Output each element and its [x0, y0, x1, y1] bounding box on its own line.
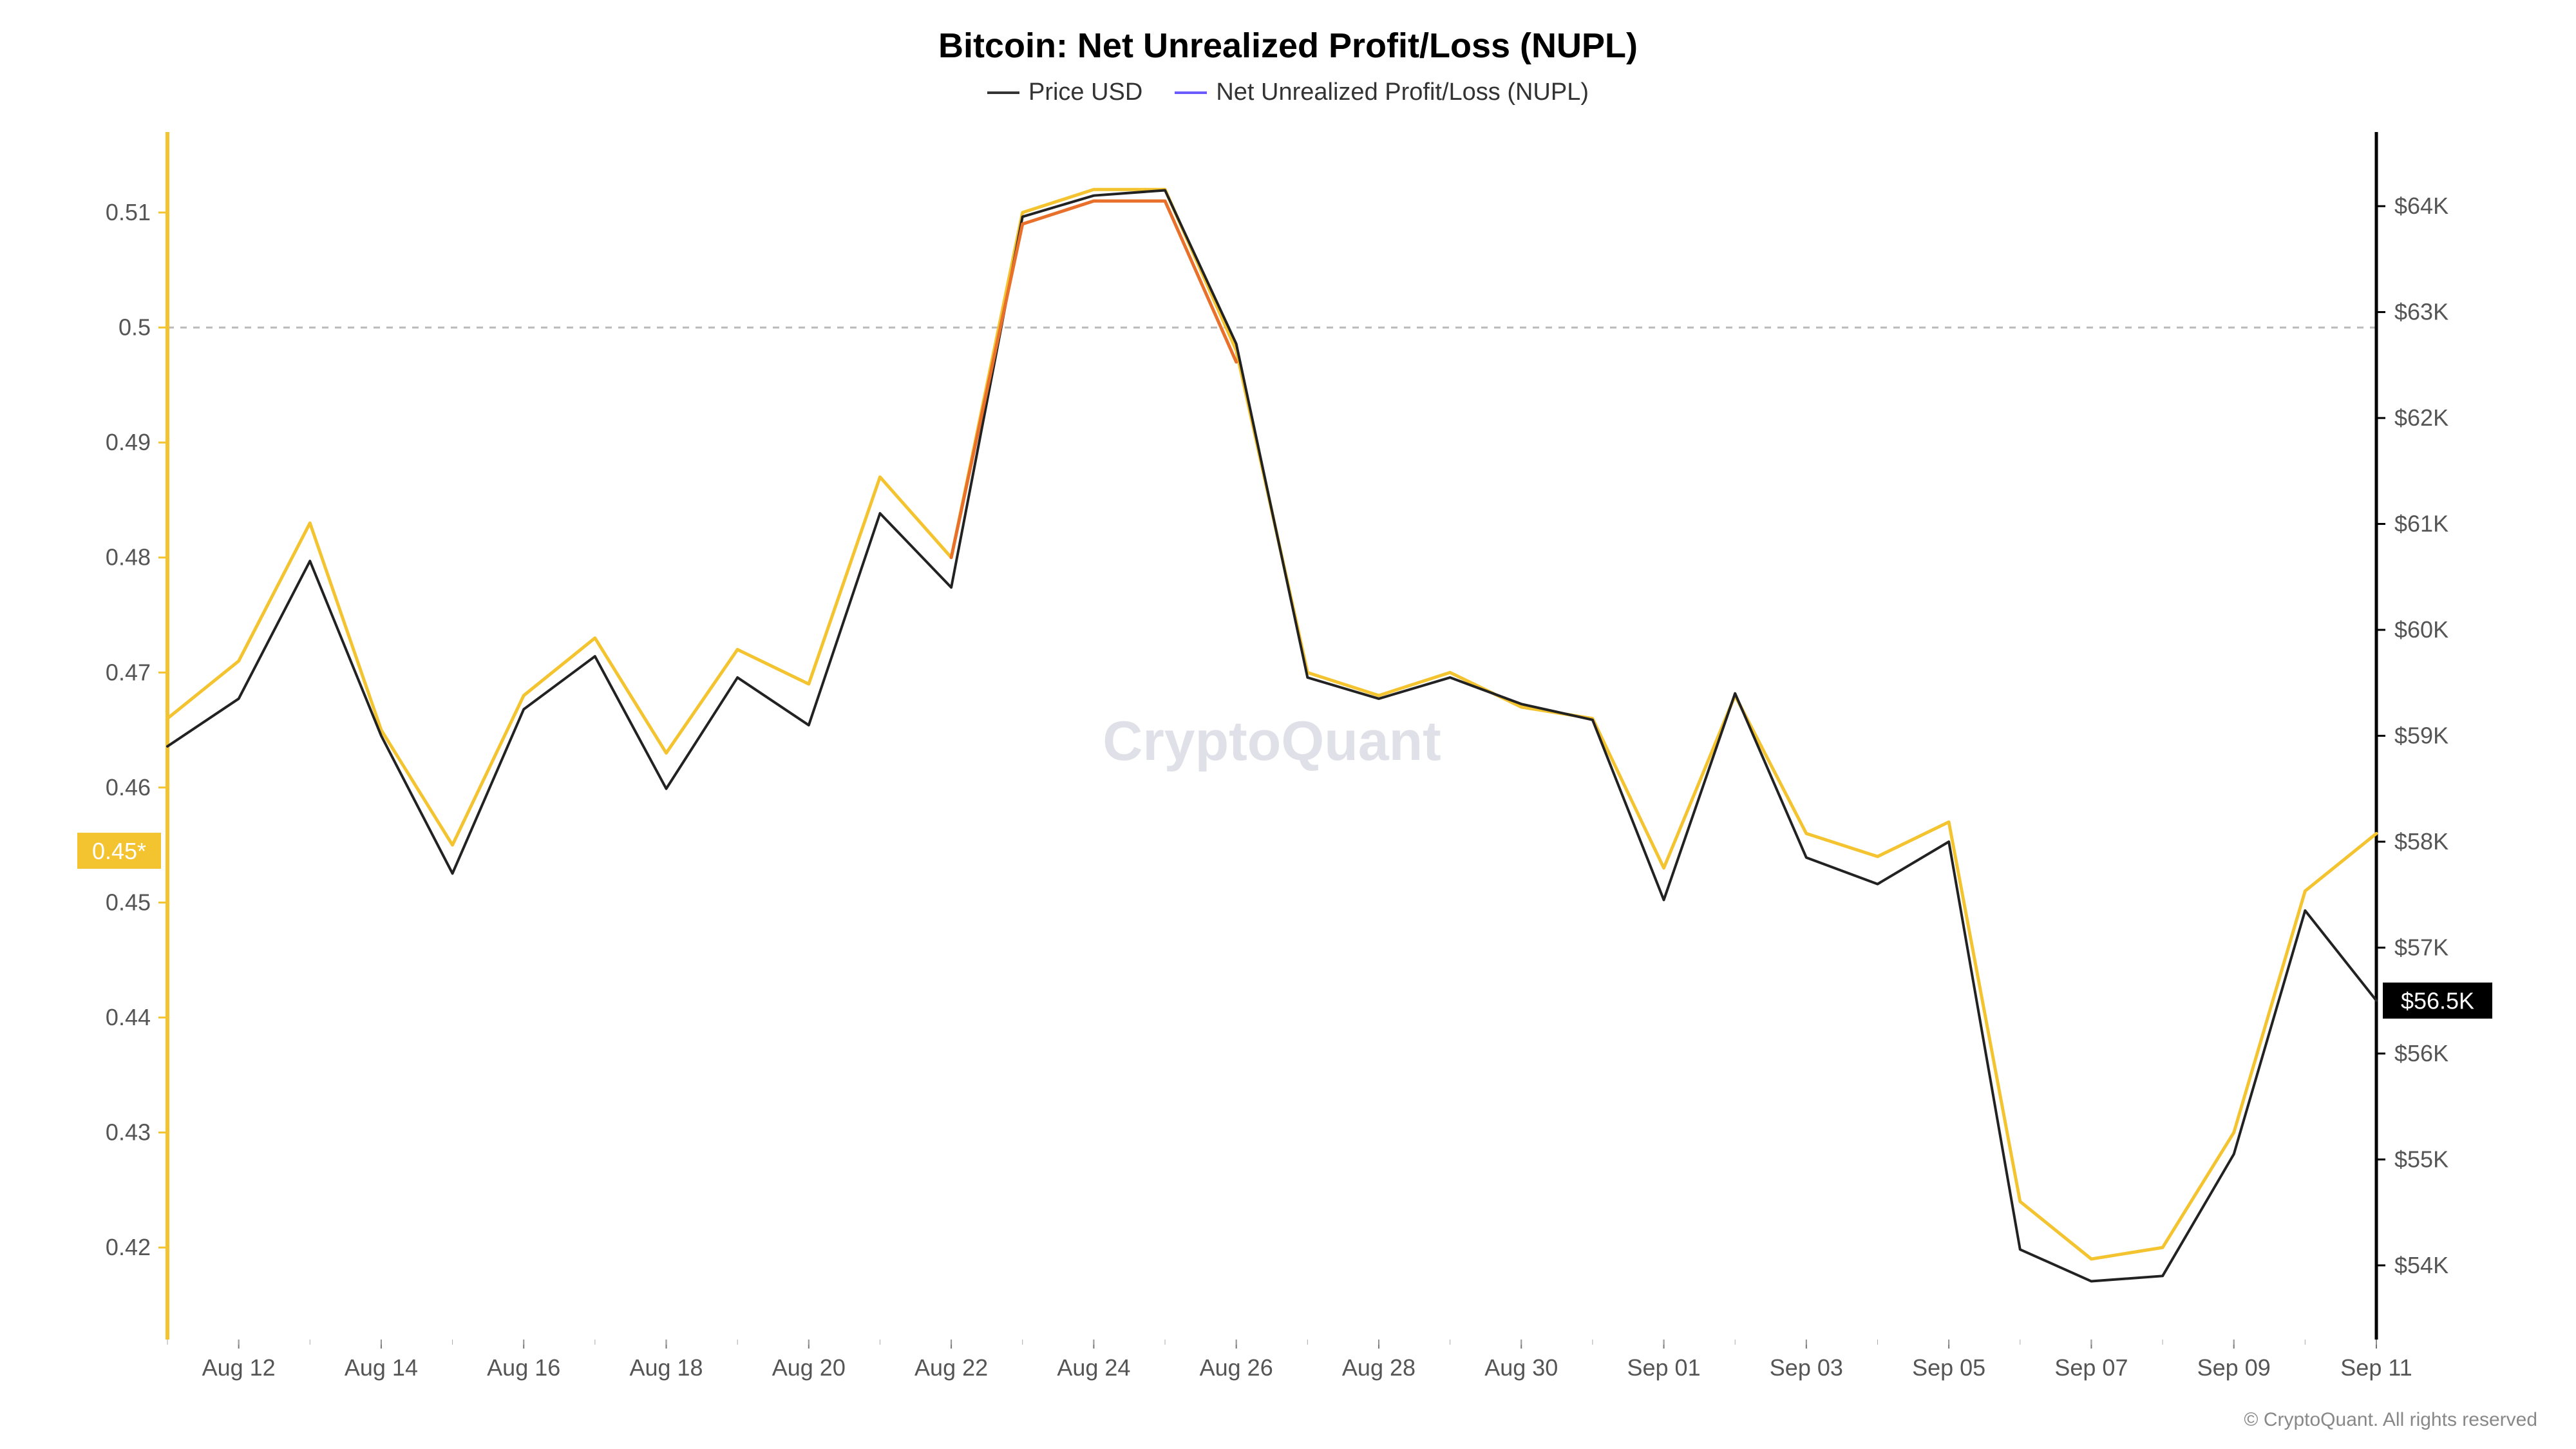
svg-text:Aug 30: Aug 30	[1484, 1354, 1558, 1381]
svg-text:Aug 28: Aug 28	[1342, 1354, 1416, 1381]
svg-text:0.43: 0.43	[106, 1119, 151, 1146]
svg-text:Aug 18: Aug 18	[629, 1354, 703, 1381]
svg-text:$62K: $62K	[2394, 404, 2448, 431]
svg-text:Aug 24: Aug 24	[1057, 1354, 1130, 1381]
svg-text:$60K: $60K	[2394, 616, 2448, 643]
legend-swatch-price	[987, 91, 1019, 94]
svg-text:$64K: $64K	[2394, 193, 2448, 219]
svg-text:0.45*: 0.45*	[92, 838, 146, 864]
svg-text:0.49: 0.49	[106, 429, 151, 455]
copyright-text: © CryptoQuant. All rights reserved	[2244, 1409, 2537, 1431]
svg-text:Sep 05: Sep 05	[1912, 1354, 1985, 1381]
svg-text:0.47: 0.47	[106, 659, 151, 685]
svg-text:Sep 03: Sep 03	[1770, 1354, 1843, 1381]
svg-text:$57K: $57K	[2394, 934, 2448, 960]
svg-text:0.51: 0.51	[106, 199, 151, 225]
svg-text:$56K: $56K	[2394, 1040, 2448, 1066]
svg-text:$58K: $58K	[2394, 828, 2448, 855]
svg-text:Aug 26: Aug 26	[1200, 1354, 1273, 1381]
svg-text:0.5: 0.5	[118, 314, 151, 341]
svg-text:0.45: 0.45	[106, 889, 151, 915]
svg-text:$55K: $55K	[2394, 1146, 2448, 1172]
svg-text:Aug 20: Aug 20	[772, 1354, 846, 1381]
legend-item-nupl: Net Unrealized Profit/Loss (NUPL)	[1175, 79, 1589, 106]
svg-text:0.44: 0.44	[106, 1004, 151, 1030]
svg-text:0.42: 0.42	[106, 1234, 151, 1260]
svg-text:$59K: $59K	[2394, 723, 2448, 749]
legend: Price USD Net Unrealized Profit/Loss (NU…	[39, 79, 2537, 106]
svg-text:Aug 14: Aug 14	[345, 1354, 418, 1381]
chart-container: Bitcoin: Net Unrealized Profit/Loss (NUP…	[0, 0, 2576, 1449]
svg-text:0.46: 0.46	[106, 774, 151, 800]
svg-text:Aug 16: Aug 16	[487, 1354, 560, 1381]
legend-item-price: Price USD	[987, 79, 1142, 106]
legend-swatch-nupl	[1175, 91, 1207, 94]
legend-label-nupl: Net Unrealized Profit/Loss (NUPL)	[1216, 79, 1589, 106]
svg-text:Sep 07: Sep 07	[2054, 1354, 2128, 1381]
svg-text:0.48: 0.48	[106, 544, 151, 571]
svg-text:Sep 11: Sep 11	[2340, 1354, 2412, 1381]
svg-text:Sep 01: Sep 01	[1627, 1354, 1700, 1381]
svg-text:$54K: $54K	[2394, 1252, 2448, 1278]
svg-text:CryptoQuant: CryptoQuant	[1103, 710, 1441, 772]
chart-plot-area: CryptoQuant 0.42 0.43 0.44 0.45 0.46 0.47 0.48 0…	[39, 119, 2537, 1410]
chart-svg: CryptoQuant 0.42 0.43 0.44 0.45 0.46 0.47 0.48 0…	[39, 119, 2537, 1410]
svg-text:$63K: $63K	[2394, 299, 2448, 325]
svg-text:Sep 09: Sep 09	[2197, 1354, 2271, 1381]
svg-text:Aug 22: Aug 22	[914, 1354, 988, 1381]
legend-label-price: Price USD	[1028, 79, 1142, 106]
svg-text:Aug 12: Aug 12	[202, 1354, 276, 1381]
svg-text:$61K: $61K	[2394, 511, 2448, 537]
chart-title: Bitcoin: Net Unrealized Profit/Loss (NUP…	[39, 26, 2537, 66]
svg-text:$56.5K: $56.5K	[2401, 988, 2474, 1014]
